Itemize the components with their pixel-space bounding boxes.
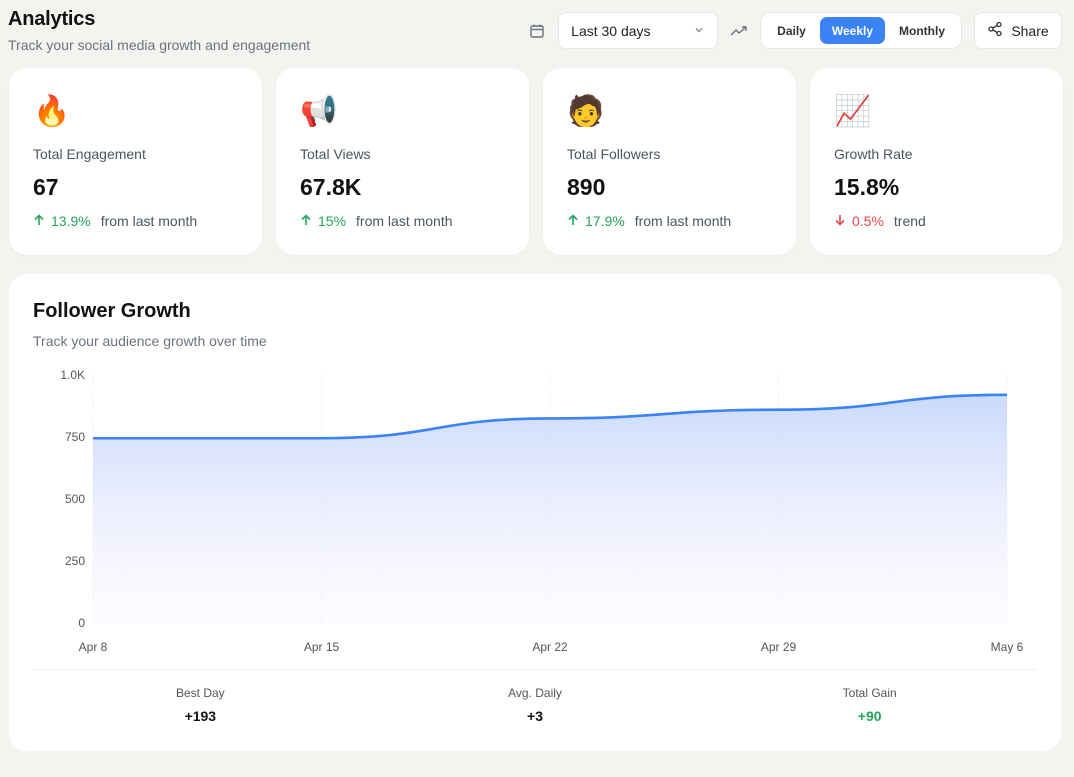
- metric-note: from last month: [100, 213, 198, 229]
- person-icon: 🧑: [567, 95, 605, 128]
- follower-growth-chart: 0 250 500 750 1.0K Apr 8 Apr 15 Apr 22 Apr 29 Ma…: [60, 368, 1024, 654]
- chart-title: Follower Growth: [33, 300, 191, 322]
- y-tick-label: 1.0K: [60, 368, 85, 382]
- calendar-icon: [526, 20, 548, 42]
- stat-best-day: Best Day +193: [33, 686, 368, 724]
- period-daily-button[interactable]: Daily: [777, 23, 806, 38]
- chart-increasing-icon: 📈: [834, 95, 872, 128]
- metric-label: Total Engagement: [33, 146, 146, 162]
- share-icon: [987, 21, 1003, 40]
- metric-value: 890: [567, 174, 606, 200]
- stat-value: +193: [184, 708, 217, 724]
- stat-value: +3: [527, 708, 543, 724]
- arrow-up-icon: [567, 213, 579, 229]
- toolbar: Last 30 days Daily Weekly Monthly Share: [526, 12, 1062, 49]
- metric-value: 67: [33, 174, 59, 200]
- metric-trend: 13.9% from last month: [33, 213, 238, 229]
- x-tick-label: Apr 29: [761, 640, 797, 654]
- metric-change: 13.9%: [51, 213, 91, 229]
- metric-card-followers: 🧑 Total Followers 890 17.9% from last mo…: [543, 68, 796, 255]
- metric-change: 17.9%: [585, 213, 625, 229]
- y-tick-label: 750: [65, 430, 85, 444]
- period-toggle: Daily Weekly Monthly: [760, 12, 962, 49]
- y-tick-label: 500: [65, 492, 85, 506]
- y-tick-label: 250: [65, 554, 85, 568]
- share-label: Share: [1011, 22, 1049, 39]
- page-subtitle: Track your social media growth and engag…: [8, 37, 311, 53]
- metric-card-growth-rate: 📈 Growth Rate 15.8% 0.5% trend: [810, 68, 1063, 255]
- page-title: Analytics: [8, 8, 96, 30]
- summary-stats: Best Day +193 Avg. Daily +3 Total Gain +…: [33, 686, 1037, 724]
- trending-up-icon: [728, 20, 750, 42]
- metric-label: Total Followers: [567, 146, 661, 162]
- stat-label: Total Gain: [842, 686, 897, 700]
- megaphone-icon: 📢: [300, 95, 338, 128]
- divider: [33, 669, 1037, 670]
- metric-card-views: 📢 Total Views 67.8K 15% from last month: [276, 68, 529, 255]
- metric-label: Growth Rate: [834, 146, 913, 162]
- stat-label: Avg. Daily: [508, 686, 562, 700]
- metric-cards: 🔥 Total Engagement 67 13.9% from last mo…: [9, 68, 1063, 255]
- metric-change: 15%: [318, 213, 347, 229]
- chevron-down-icon: [693, 23, 705, 39]
- metric-note: from last month: [634, 213, 732, 229]
- period-monthly-button[interactable]: Monthly: [899, 23, 945, 38]
- metric-label: Total Views: [300, 146, 371, 162]
- metric-trend: 17.9% from last month: [567, 213, 772, 229]
- follower-growth-card: Follower Growth Track your audience grow…: [9, 274, 1061, 751]
- y-axis: 0 250 500 750 1.0K: [60, 368, 85, 630]
- x-axis: Apr 8 Apr 15 Apr 22 Apr 29 May 6: [79, 640, 1024, 654]
- fire-icon: 🔥: [33, 95, 71, 128]
- arrow-up-icon: [300, 213, 312, 229]
- metric-note: from last month: [356, 213, 453, 229]
- metric-value: 67.8K: [300, 174, 362, 200]
- arrow-up-icon: [33, 213, 45, 229]
- period-weekly-button[interactable]: Weekly: [819, 17, 885, 44]
- page-header: Analytics Track your social media growth…: [8, 8, 310, 53]
- stat-avg-daily: Avg. Daily +3: [368, 686, 703, 724]
- metric-trend: 15% from last month: [300, 213, 505, 229]
- date-range-select[interactable]: Last 30 days: [558, 12, 719, 49]
- stat-total-gain: Total Gain +90: [702, 686, 1037, 724]
- arrow-down-icon: [834, 213, 846, 229]
- metric-change: 0.5%: [852, 213, 884, 229]
- x-tick-label: Apr 22: [532, 640, 568, 654]
- metric-note: trend: [893, 213, 926, 229]
- stat-label: Best Day: [175, 686, 225, 700]
- x-tick-label: May 6: [991, 640, 1024, 654]
- metric-card-engagement: 🔥 Total Engagement 67 13.9% from last mo…: [9, 68, 262, 255]
- date-range-value: Last 30 days: [571, 22, 651, 39]
- y-tick-label: 0: [78, 616, 85, 630]
- series-area: [93, 394, 1007, 623]
- series-line: [93, 393, 1008, 440]
- stat-value: +90: [857, 708, 882, 724]
- metric-trend: 0.5% trend: [834, 213, 1039, 229]
- share-button[interactable]: Share: [974, 12, 1062, 49]
- chart-subtitle: Track your audience growth over time: [33, 333, 267, 349]
- metric-value: 15.8%: [834, 174, 900, 200]
- x-tick-label: Apr 15: [304, 640, 340, 654]
- x-tick-label: Apr 8: [79, 640, 108, 654]
